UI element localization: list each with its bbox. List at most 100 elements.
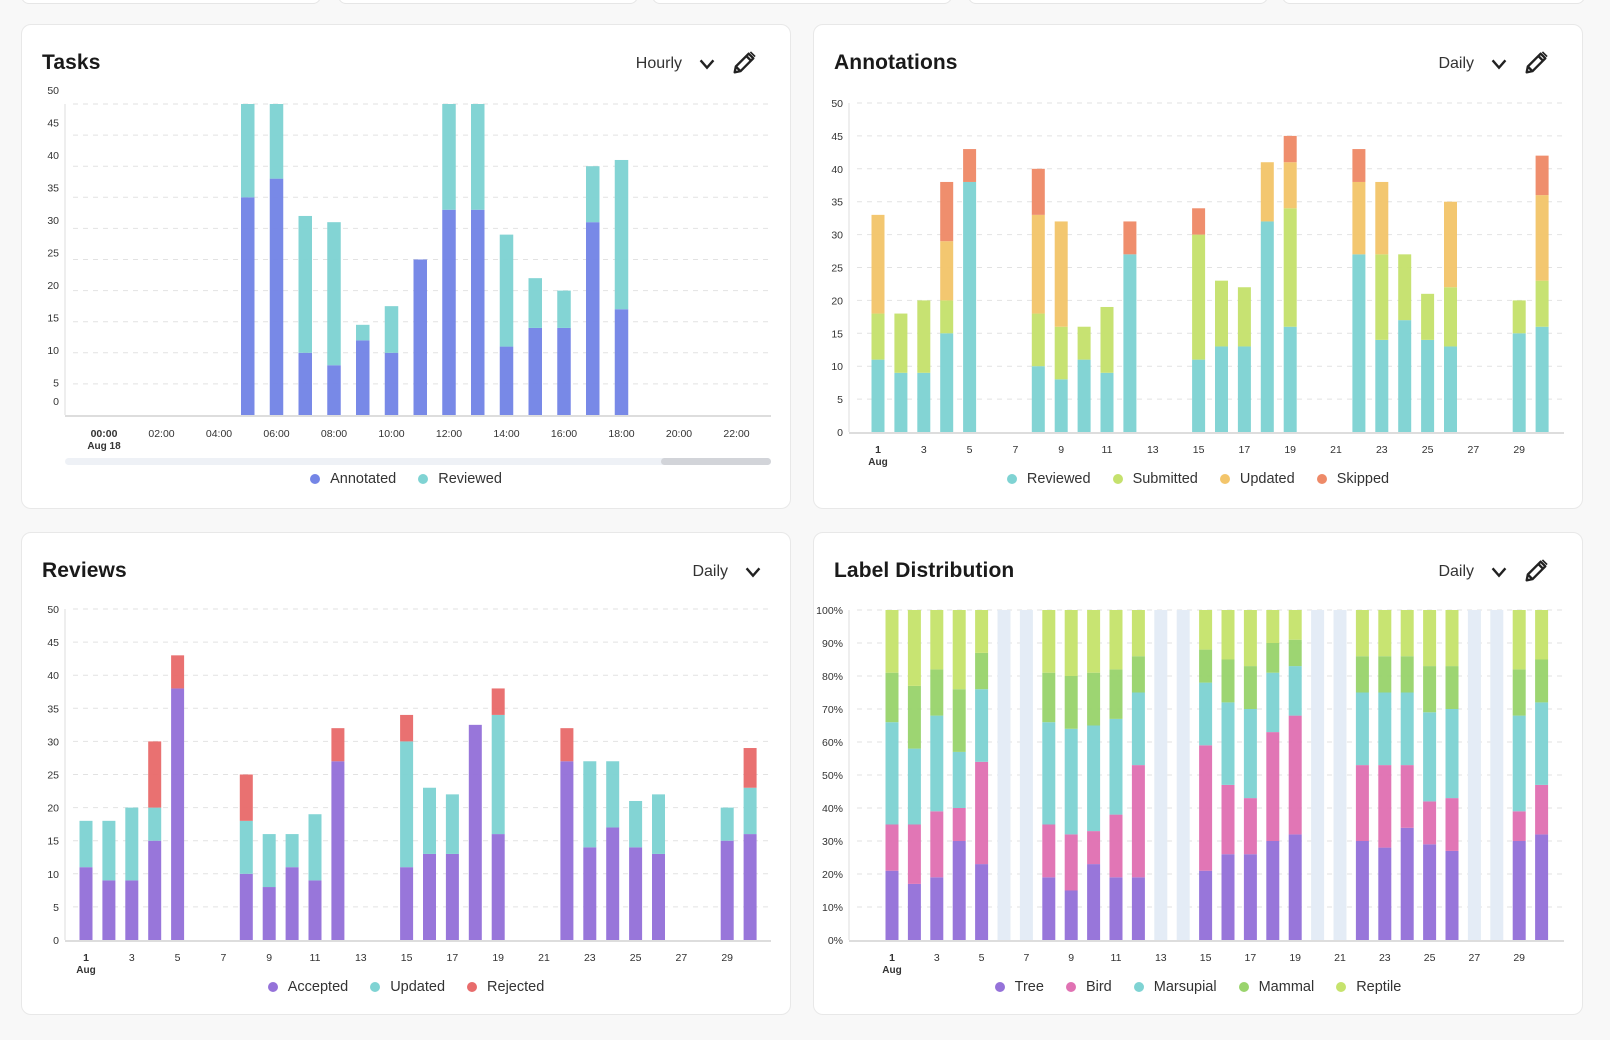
bar-segment-tree[interactable] (1445, 850, 1459, 940)
bar-segment-accepted[interactable] (148, 840, 162, 940)
period-dropdown[interactable]: Daily (1438, 53, 1510, 75)
bar-segment-bird[interactable] (1064, 834, 1078, 891)
bar-segment-bird[interactable] (1087, 831, 1101, 865)
bar-segment-updated[interactable] (491, 714, 505, 835)
bar-segment-tree[interactable] (1109, 877, 1123, 940)
bar-segment-updated[interactable] (1283, 162, 1297, 209)
bar-segment-mammal[interactable] (1087, 672, 1101, 726)
legend-item-marsupial[interactable]: Marsupial (1133, 979, 1217, 995)
bar-segment-reviewed[interactable] (894, 372, 908, 432)
bar-segment-reviewed[interactable] (614, 159, 629, 310)
bar-segment-accepted[interactable] (400, 867, 414, 940)
legend-item-submitted[interactable]: Submitted (1112, 471, 1198, 487)
bar-segment-mammal[interactable] (1423, 666, 1437, 713)
bar-segment-updated[interactable] (743, 787, 757, 835)
bar-segment-tree[interactable] (1221, 854, 1235, 940)
bar-segment-submitted[interactable] (1237, 287, 1251, 347)
bar-segment-reptile[interactable] (1400, 610, 1414, 657)
bar-segment-marsupial[interactable] (975, 689, 989, 762)
bar-segment-updated[interactable] (1260, 162, 1274, 222)
bar-segment-reptile[interactable] (1535, 610, 1549, 660)
bar-segment-tree[interactable] (1512, 841, 1526, 940)
legend-item-reviewed[interactable]: Reviewed (418, 471, 502, 487)
bar-segment-bird[interactable] (1288, 715, 1302, 835)
bar-segment-annotated[interactable] (327, 365, 341, 415)
bar-segment-updated[interactable] (1054, 221, 1068, 327)
bar-segment-updated[interactable] (400, 741, 414, 868)
legend-item-annotated[interactable]: Annotated (310, 471, 396, 487)
bar-segment-marsupial[interactable] (1087, 725, 1101, 832)
legend-item-reptile[interactable]: Reptile (1336, 979, 1401, 995)
bar-segment-annotated[interactable] (442, 209, 456, 415)
bar-segment-mammal[interactable] (1221, 659, 1235, 703)
bar-segment-reviewed[interactable] (1237, 346, 1251, 432)
bar-segment-reptile[interactable] (1064, 610, 1078, 676)
bar-segment-bird[interactable] (1109, 814, 1123, 878)
bar-segment-annotated[interactable] (413, 259, 428, 416)
bar-segment-tree[interactable] (1535, 834, 1549, 940)
bar-segment-submitted[interactable] (940, 300, 954, 334)
bar-segment-submitted[interactable] (1535, 280, 1549, 327)
bar-segment-marsupial[interactable] (907, 748, 921, 825)
bar-segment-annotated[interactable] (356, 340, 370, 415)
bar-segment-updated[interactable] (652, 794, 665, 854)
bar-segment-submitted[interactable] (1375, 254, 1389, 340)
bar-segment-marsupial[interactable] (1243, 709, 1257, 799)
bar-segment-reviewed[interactable] (1535, 326, 1549, 432)
bar-segment-bird[interactable] (1423, 801, 1437, 845)
bar-segment-accepted[interactable] (423, 853, 436, 940)
bar-segment-accepted[interactable] (743, 834, 757, 940)
bar-segment-reptile[interactable] (907, 610, 921, 686)
bar-segment-mammal[interactable] (1109, 669, 1123, 719)
bar-segment-reptile[interactable] (1288, 610, 1302, 640)
legend-item-mammal[interactable]: Mammal (1238, 979, 1314, 995)
bar-segment-bird[interactable] (885, 824, 899, 871)
bar-segment-updated[interactable] (285, 834, 299, 868)
bar-segment-updated[interactable] (262, 834, 276, 888)
bar-segment-updated[interactable] (239, 820, 253, 874)
bar-segment-submitted[interactable] (1398, 254, 1412, 321)
bar-segment-reviewed[interactable] (356, 324, 370, 341)
bar-segment-marsupial[interactable] (1445, 709, 1459, 799)
bar-segment-updated[interactable] (1031, 214, 1045, 314)
bar-segment-reptile[interactable] (1221, 610, 1235, 660)
bar-segment-reptile[interactable] (930, 610, 944, 670)
bar-segment-accepted[interactable] (606, 827, 620, 940)
bar-segment-updated[interactable] (1352, 181, 1366, 255)
bar-segment-reviewed[interactable] (963, 181, 977, 432)
bar-segment-reptile[interactable] (1378, 610, 1392, 657)
bar-segment-rejected[interactable] (148, 741, 162, 808)
bar-segment-skipped[interactable] (963, 149, 977, 182)
bar-segment-submitted[interactable] (1100, 306, 1114, 373)
bar-segment-marsupial[interactable] (1355, 692, 1369, 766)
bar-segment-bird[interactable] (1445, 798, 1459, 851)
bar-segment-marsupial[interactable] (1109, 718, 1123, 815)
bar-segment-mammal[interactable] (1378, 656, 1392, 693)
bar-segment-rejected[interactable] (560, 728, 574, 762)
bar-segment-marsupial[interactable] (1400, 692, 1414, 766)
bar-segment-tree[interactable] (1064, 890, 1078, 941)
bar-segment-rejected[interactable] (239, 774, 253, 821)
bar-segment-skipped[interactable] (1352, 149, 1366, 182)
bar-segment-reptile[interactable] (1109, 610, 1123, 670)
bar-segment-rejected[interactable] (400, 714, 414, 742)
bar-segment-mammal[interactable] (1288, 639, 1302, 667)
bar-segment-bird[interactable] (1243, 798, 1257, 855)
bar-segment-reviewed[interactable] (1054, 379, 1068, 432)
bar-segment-updated[interactable] (583, 761, 597, 848)
bar-segment-reviewed[interactable] (1398, 320, 1412, 432)
bar-segment-skipped[interactable] (1031, 168, 1045, 215)
bar-segment-reviewed[interactable] (499, 234, 514, 347)
bar-segment-annotated[interactable] (471, 209, 485, 415)
bar-segment-submitted[interactable] (1192, 234, 1206, 360)
bar-segment-updated[interactable] (79, 820, 93, 868)
bar-segment-updated[interactable] (629, 800, 643, 848)
bar-segment-marsupial[interactable] (1535, 702, 1549, 785)
bar-segment-bird[interactable] (1535, 784, 1549, 835)
bar-segment-reviewed[interactable] (1031, 366, 1045, 432)
bar-segment-accepted[interactable] (102, 880, 116, 940)
bar-segment-reviewed[interactable] (557, 290, 571, 328)
bar-segment-updated[interactable] (1375, 181, 1389, 255)
bar-segment-tree[interactable] (952, 841, 966, 940)
bar-segment-mammal[interactable] (907, 685, 921, 749)
